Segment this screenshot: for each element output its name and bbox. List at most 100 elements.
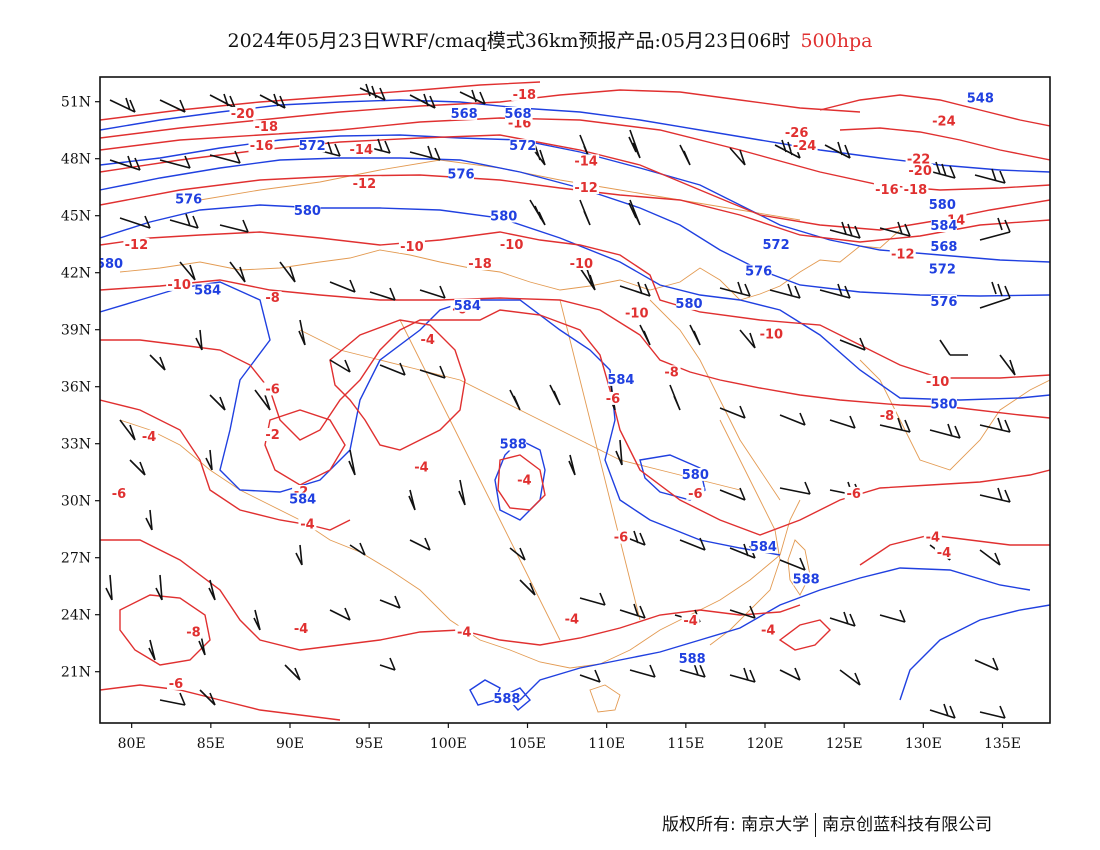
temperature-label: -16 [875,183,899,198]
wind-barb [779,412,806,426]
lon-tick-label: 85E [197,736,225,752]
height-label-bg [509,139,536,153]
temperature-label: -22 [907,153,931,168]
height-label-bg [493,692,520,706]
province-lines-2 [399,319,561,641]
wind-barb [519,579,536,596]
wind-barb [379,657,396,671]
wind-barb [979,281,1011,309]
wind-barb [719,405,746,419]
wind-barb [155,574,163,601]
wind-barb [419,365,446,379]
height-label: 548 [967,92,994,107]
height-label-bg [289,492,316,506]
wind-barb [979,217,1011,241]
height-label-bg [930,239,957,253]
height-label: 576 [447,168,474,183]
height-label-bg [745,264,772,278]
height-label: 576 [745,265,772,280]
lat-tick-label: 45N [61,209,91,225]
wind-barb [979,549,1001,566]
height-label-bg [929,198,956,212]
temperature-label-bg [573,181,600,194]
wind-barb [974,168,1006,184]
temp-contour-6-south [100,684,341,721]
height-contour-588-west [494,439,546,521]
height-label: 576 [930,295,957,310]
wind-barb [119,215,151,229]
wind-barb [679,537,706,551]
wind-barb [409,93,436,109]
wind-barb [549,384,561,406]
temperature-label: -2 [265,428,279,443]
temperature-label: -18 [904,183,928,198]
lon-tick-label: 130E [905,736,942,752]
temp-contour-6 [100,309,1050,536]
wind-barb [879,417,911,433]
wind-barb [729,667,756,683]
wind-barb [159,155,191,169]
height-label-bg [679,652,706,666]
height-contour-584 [100,281,781,556]
height-contour-568 [100,99,1050,173]
temperature-label: -8 [265,291,279,306]
lat-tick-label: 30N [61,494,91,510]
height-label: 568 [504,107,531,122]
lon-tick-label: 135E [984,736,1021,752]
temperature-label-bg [184,625,203,639]
wind-barb [359,83,386,101]
plot-frame [99,76,1051,724]
temperature-label-bg [562,612,581,626]
height-label-bg [194,283,221,297]
lat-tick-label: 51N [61,95,91,111]
wind-barb [298,319,306,346]
temperature-label-bg [253,120,280,134]
height-label-bg [299,139,326,153]
temperature-label-bg [568,257,595,270]
credits-separator [815,813,817,837]
wind-barb [769,283,801,299]
temp-contour-north-east-2 [839,127,1050,161]
height-label-bg [607,372,634,386]
wind-barb [719,487,746,501]
temperature-label-bg [902,182,929,196]
temperature-label-bg [783,125,810,139]
temperature-label: -12 [125,238,149,253]
temperature-label-bg [923,530,942,544]
wind-barb [839,337,866,351]
contour-labels: -18-20-18-16-14-12-10-12-10-8-6-4-6-2-4-… [100,87,994,707]
height-label: 580 [929,198,956,213]
wind-barb [209,150,241,164]
temperature-label: -6 [112,487,126,502]
wind-barb [329,607,351,621]
temperature-label-bg [418,333,437,346]
wind-barb [229,261,246,283]
temperature-label-bg [140,429,159,443]
temperature-label: -4 [294,622,308,637]
temperature-label: -24 [932,115,956,130]
lat-tick-label: 24N [61,608,91,624]
province-lines-4 [649,299,781,501]
temperature-label: -14 [350,143,374,158]
wind-barb [979,487,1011,503]
temperature-label: -10 [400,240,424,255]
height-label-bg [929,262,956,276]
temp-contour-12 [100,174,1050,243]
temperature-label-bg [123,238,150,251]
temperature-label: -4 [142,430,156,445]
temperature-label-bg [873,182,900,196]
wind-barb [109,97,136,113]
wind-barb [779,481,811,495]
height-label-bg [967,91,994,105]
wind-barb [209,93,236,109]
temperature-label: -18 [513,88,537,103]
temperature-label-bg [844,486,863,500]
wind-barb [669,384,681,411]
temperature-label-bg [623,306,650,320]
height-label: 576 [175,192,202,207]
wind-barb [679,144,691,166]
temperature-label-bg [604,391,622,405]
wind-barb [295,544,303,566]
wind-barb [999,354,1016,376]
wind-barb [409,537,431,551]
